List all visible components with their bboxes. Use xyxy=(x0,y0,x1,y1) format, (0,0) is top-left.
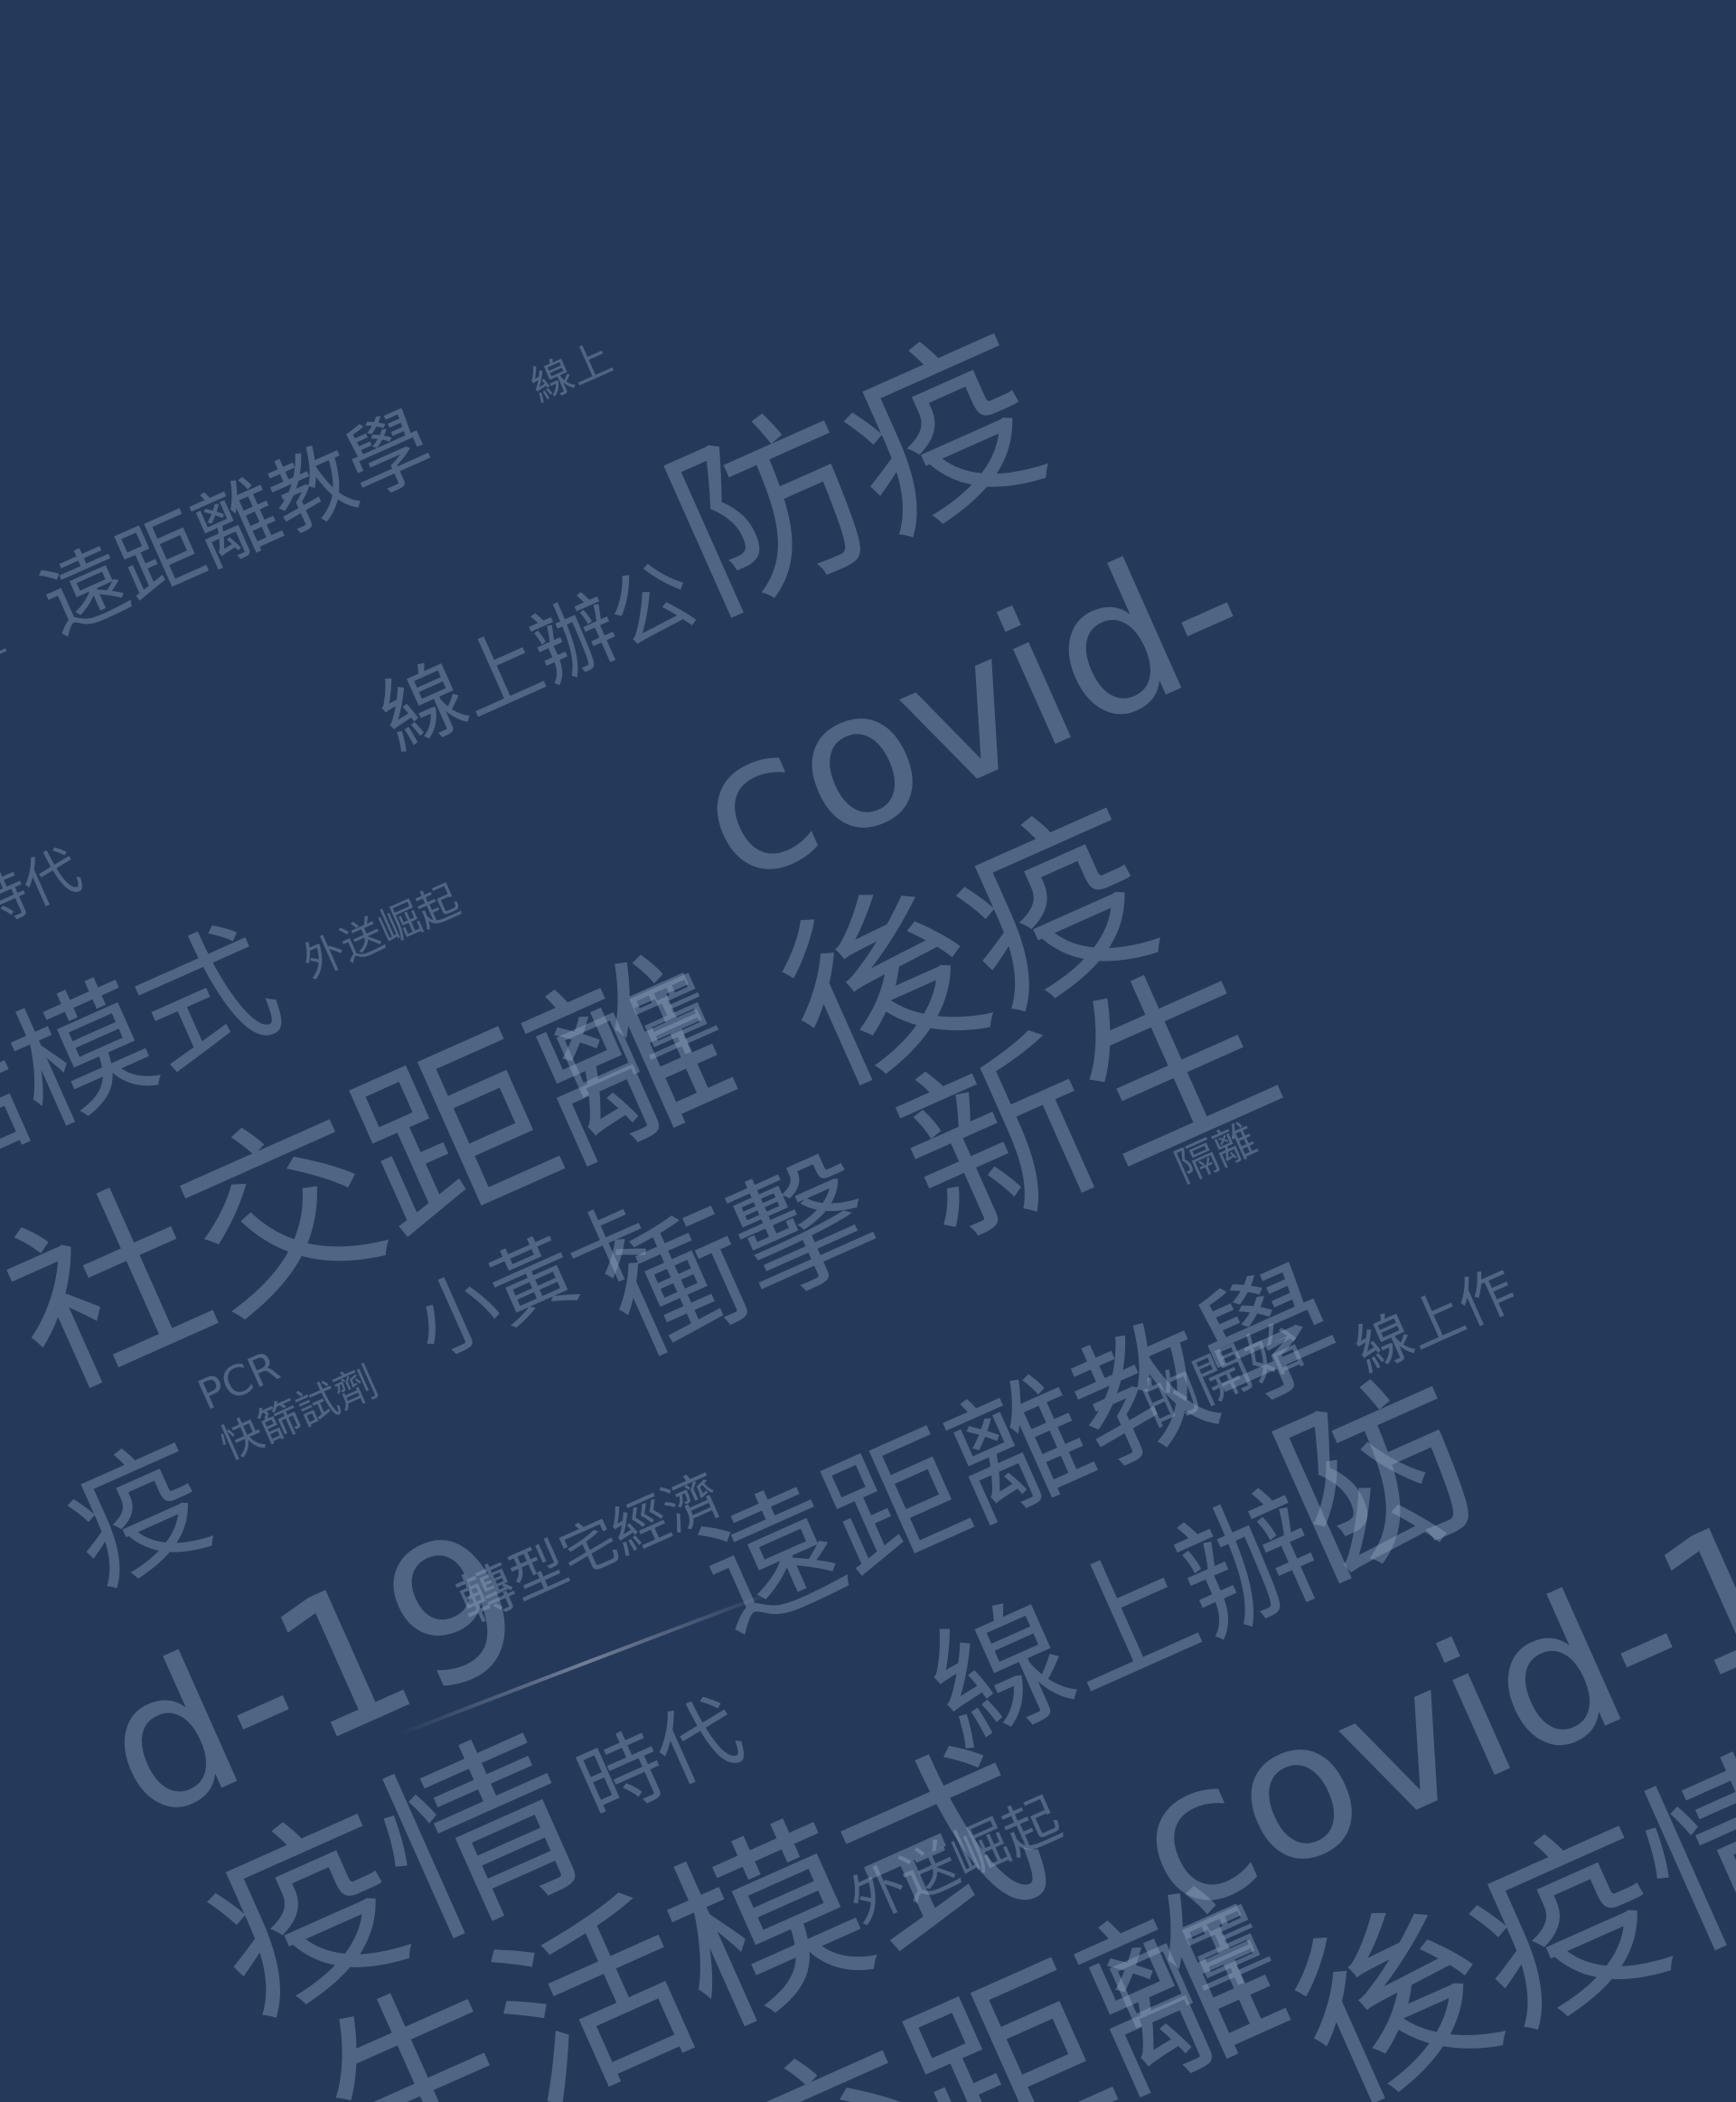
word-online-office-top: 線上辦公 xyxy=(365,544,709,768)
word-era: 時代 xyxy=(565,1681,756,1837)
word-transform-top: 轉型 xyxy=(0,613,13,691)
word-online-top: 線上 xyxy=(522,333,619,411)
word-epidemic-left: 疫 xyxy=(45,1416,234,1616)
word-remote-teaching-top: 遠距離教學 xyxy=(27,394,446,652)
word-delivery-rise-top: 外送崛起 xyxy=(295,875,467,988)
word-era-top: 時代 xyxy=(0,836,91,943)
